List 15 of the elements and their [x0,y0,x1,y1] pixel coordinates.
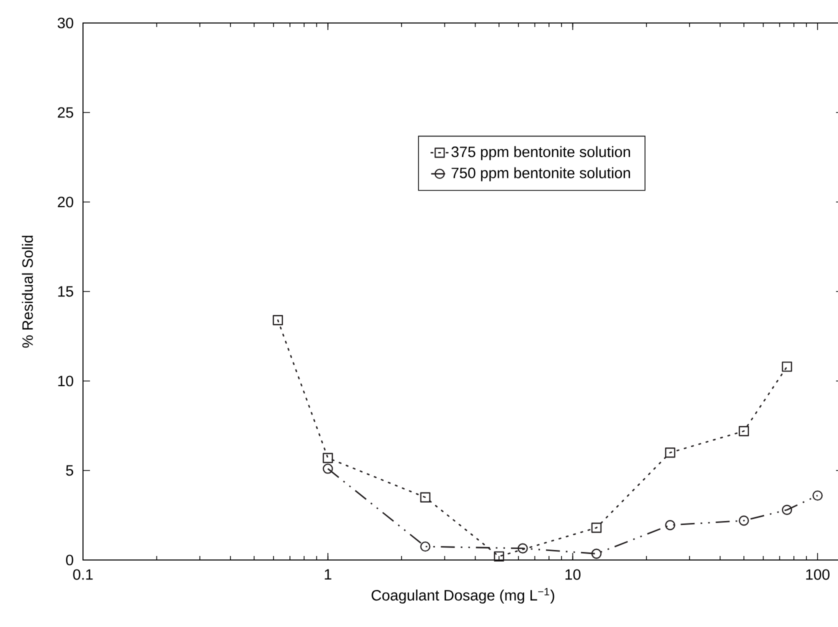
y-axis-title: % Residual Solid [22,236,33,348]
legend-label: 750 ppm bentonite solution [452,167,630,182]
x-tick-label: 10 [566,569,580,580]
y-tick-label: 30 [58,18,74,28]
x-axis-title: Coagulant Dosage (mg L$^{−1}$) [372,588,554,604]
y-tick-label: 10 [58,376,74,386]
y-tick-label: 25 [58,107,74,118]
y-tick-label: 15 [58,286,74,297]
x-tick-label: 1 [324,569,332,580]
legend-label: 375 ppm bentonite solution [451,146,630,160]
y-tick-label: 0 [66,554,74,566]
x-tick-label: 100 [806,569,830,580]
x-tick-label: 0.1 [73,569,93,580]
y-tick-label: 20 [58,196,74,208]
y-tick-label: 5 [66,465,74,476]
